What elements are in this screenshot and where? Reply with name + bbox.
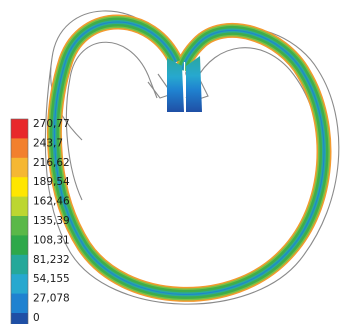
legend-label: 81,232 bbox=[33, 254, 70, 266]
legend-swatch bbox=[11, 313, 28, 324]
legend-swatch bbox=[11, 254, 28, 275]
legend-label: 54,155 bbox=[33, 273, 70, 285]
legend-swatch bbox=[11, 177, 28, 197]
right-root-region bbox=[186, 56, 202, 112]
legend-swatch bbox=[11, 293, 28, 314]
legend-swatches bbox=[10, 118, 29, 324]
legend-label: 0 bbox=[33, 312, 40, 324]
legend-label: 270,77 bbox=[33, 118, 70, 130]
root-split bbox=[183, 61, 186, 113]
legend-label: 162,46 bbox=[33, 196, 70, 208]
legend-swatch bbox=[11, 119, 28, 139]
legend-label: 243,7 bbox=[33, 137, 63, 149]
legend-label: 135,39 bbox=[33, 215, 70, 227]
legend-label: 216,62 bbox=[33, 157, 70, 169]
color-legend: 270,77 243,7 216,62 189,54 162,46 135,39 108,3… bbox=[10, 118, 70, 324]
legend-swatch bbox=[11, 216, 28, 236]
legend-swatch bbox=[11, 235, 28, 256]
legend-labels: 270,77 243,7 216,62 189,54 162,46 135,39 108,3… bbox=[33, 118, 70, 324]
left-root-region bbox=[167, 58, 184, 112]
legend-label: 189,54 bbox=[33, 176, 70, 188]
outline-left-arm bbox=[147, 73, 173, 99]
legend-label: 27,078 bbox=[33, 293, 70, 305]
legend-swatch bbox=[11, 196, 28, 217]
legend-label: 108,31 bbox=[33, 234, 70, 246]
legend-swatch bbox=[11, 274, 28, 294]
legend-frame bbox=[10, 118, 29, 324]
legend-swatch bbox=[11, 138, 28, 159]
legend-swatch bbox=[11, 157, 28, 178]
